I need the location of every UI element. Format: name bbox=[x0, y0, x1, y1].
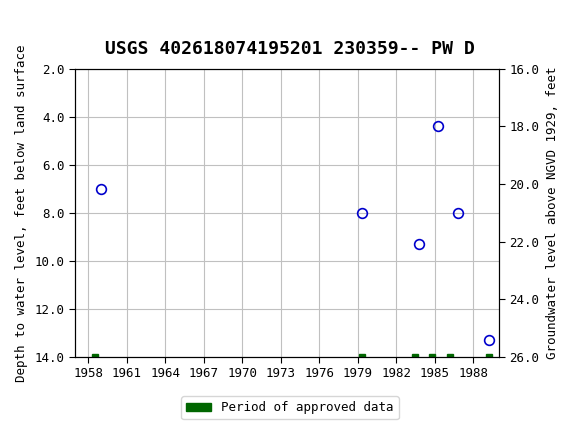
Legend: Period of approved data: Period of approved data bbox=[181, 396, 399, 419]
Text: ≡USGS: ≡USGS bbox=[12, 16, 78, 36]
Text: USGS 402618074195201 230359-- PW D: USGS 402618074195201 230359-- PW D bbox=[105, 40, 475, 58]
Y-axis label: Groundwater level above NGVD 1929, feet: Groundwater level above NGVD 1929, feet bbox=[546, 67, 559, 359]
Y-axis label: Depth to water level, feet below land surface: Depth to water level, feet below land su… bbox=[15, 44, 28, 381]
